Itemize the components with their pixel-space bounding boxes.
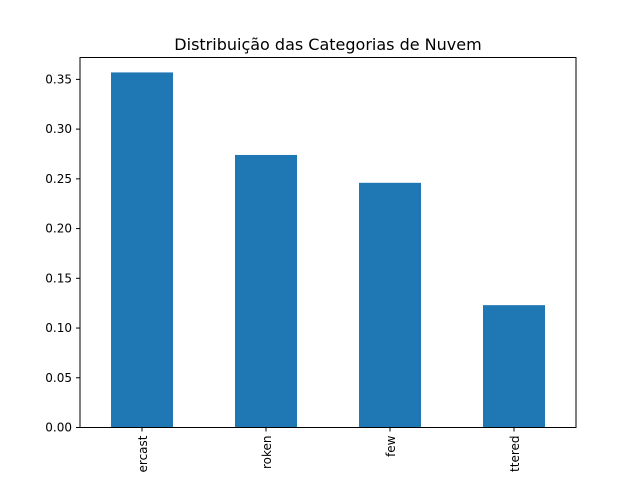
bars-layer <box>111 72 545 428</box>
x-axis-ticks: ercast roken few ttered <box>136 427 522 472</box>
y-tick-label-5: 0.20 <box>45 222 72 236</box>
y-tick-label-2: 0.05 <box>45 371 72 385</box>
x-tick-label-2: roken <box>260 436 274 470</box>
plot-area-frame <box>79 57 577 428</box>
bar-3 <box>359 182 421 428</box>
y-tick-label-8: 0.35 <box>45 72 72 86</box>
y-tick-label-4: 0.15 <box>45 271 72 285</box>
bar-4 <box>483 305 545 428</box>
bar-2 <box>235 154 297 428</box>
y-tick-label-6: 0.25 <box>45 172 72 186</box>
y-axis-ticks: 0.00 0.05 0.10 0.15 0.20 0.25 0.30 0.35 <box>45 72 80 435</box>
y-tick-label-3: 0.10 <box>45 321 72 335</box>
y-tick-label-7: 0.30 <box>45 122 72 136</box>
x-tick-label-4: ttered <box>508 436 522 472</box>
y-tick-label-1: 0.00 <box>45 421 72 435</box>
bar-1 <box>111 72 173 428</box>
x-tick-label-3: few <box>384 435 398 457</box>
chart-title: Distribuição das Categorias de Nuvem <box>174 35 481 54</box>
x-tick-label-1: ercast <box>136 435 150 472</box>
